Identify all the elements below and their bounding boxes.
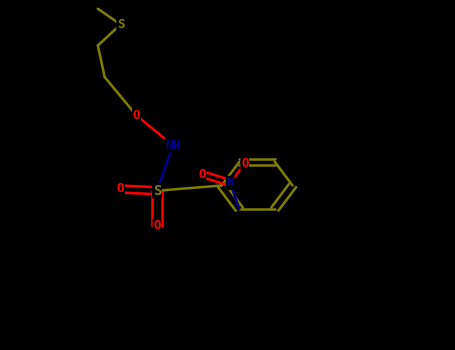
Text: O: O	[117, 182, 124, 196]
Text: O: O	[133, 109, 140, 122]
Text: O: O	[153, 219, 161, 232]
Text: O: O	[198, 168, 206, 181]
Text: S: S	[117, 18, 124, 31]
Text: S: S	[153, 184, 161, 198]
Text: N: N	[227, 176, 234, 189]
Text: O: O	[241, 157, 248, 170]
Text: NH: NH	[166, 139, 180, 152]
